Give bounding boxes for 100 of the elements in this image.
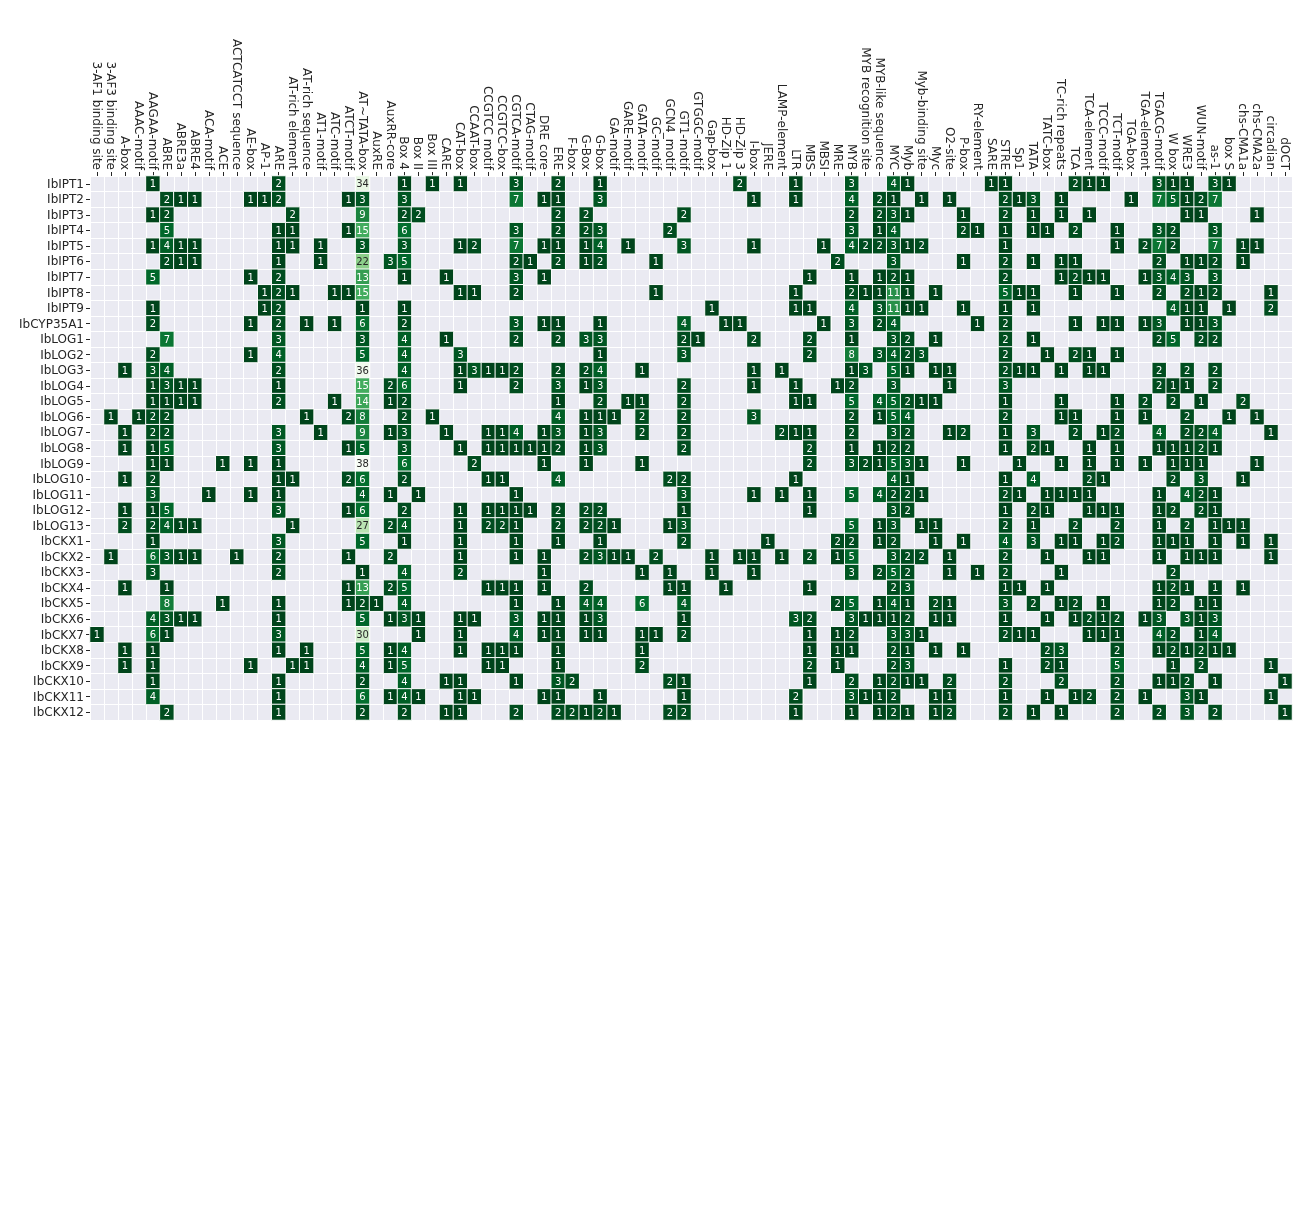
data-label: 2 [163,209,171,221]
data-label: 2 [890,582,897,594]
data-label: 3 [1030,535,1037,547]
x-tick-label: TCA-element [1082,92,1097,171]
x-tick-label: I-box [746,140,761,170]
data-label: 1 [387,691,394,703]
y-tick-label: IbCKX8 [40,643,84,658]
data-label: 2 [1183,411,1191,423]
data-label: 1 [289,473,296,485]
data-label: 2 [848,411,855,423]
data-label: 2 [960,426,967,438]
data-label: 2 [834,535,841,547]
data-label: 3 [1030,426,1037,438]
y-tick-label: IbIPT9 [47,301,84,316]
data-label: 1 [792,426,800,438]
x-tick-label: GARE-motif [621,100,636,171]
x-tick-label: chs-CMA1a [1236,103,1251,170]
data-label: 1 [610,706,618,718]
data-label: 3 [555,380,562,392]
data-label: 3 [848,178,855,190]
data-label: 3 [848,318,855,330]
data-label: 2 [1002,675,1009,687]
data-label: 2 [862,458,869,470]
data-label: 1 [666,582,674,594]
data-label: 1 [652,287,660,299]
data-label: 1 [275,240,282,252]
data-label: 1 [932,395,939,407]
data-label: 2 [890,535,897,547]
data-label: 1 [1100,597,1107,609]
data-label: 1 [1044,349,1051,361]
data-label: 2 [1114,675,1121,687]
data-label: 2 [680,473,688,485]
data-label: 1 [499,504,506,516]
data-label: 1 [1183,178,1191,190]
data-label: 2 [848,675,855,687]
data-label: 3 [904,629,911,641]
data-label: 2 [289,209,296,221]
data-label: 5 [890,364,897,376]
data-label: 1 [834,380,841,392]
data-label: 2 [1002,193,1009,205]
data-label: 2 [1072,426,1079,438]
x-tick-label: LTR [788,149,803,170]
data-label: 7 [1211,240,1219,252]
data-label: 4 [401,333,408,345]
data-label: 1 [610,551,618,563]
data-label: 2 [485,520,492,532]
x-tick-label: AAAC-motif [131,100,146,171]
data-label: 1 [513,551,520,563]
data-label: 1 [1239,535,1247,547]
y-tick-label: IbCKX2 [40,549,84,564]
data-label: 2 [275,566,282,578]
data-label: 4 [848,302,855,314]
data-label: 1 [736,318,744,330]
data-label: 1 [1156,504,1163,516]
data-label: 2 [680,380,688,392]
data-label: 2 [1002,629,1009,641]
x-tick-label: GTGGC-motif [690,91,705,171]
data-label: 1 [205,489,212,501]
data-label: 2 [1072,178,1079,190]
data-label: 2 [848,287,855,299]
data-label: 1 [834,660,841,672]
data-label: 1 [429,411,436,423]
y-tick-label: IbLOG1 [40,332,84,347]
data-label: 2 [149,426,157,438]
x-tick-label: chs-CMA2a [1250,103,1265,170]
data-label: 2 [918,551,925,563]
y-tick-label: IbLOG3 [40,363,84,378]
data-label: 1 [1002,613,1009,625]
data-label: 3 [1211,271,1219,283]
data-label: 1 [527,255,534,267]
data-label: 1 [932,364,939,376]
data-label: 1 [1002,473,1009,485]
data-label: 2 [1072,520,1079,532]
data-label: 1 [275,644,282,656]
data-label: 5 [163,442,171,454]
data-label: 2 [415,209,422,221]
x-tick-label: circadian [1264,115,1279,170]
data-label: 2 [1156,287,1163,299]
data-label: 2 [1114,691,1121,703]
data-label: 5 [848,395,855,407]
data-label: 2 [555,255,562,267]
data-label: 1 [946,551,953,563]
data-label: 2 [680,535,688,547]
data-label: 2 [792,691,800,703]
data-label: 1 [848,333,855,345]
x-tick-label: Box II [411,136,426,170]
data-label: 2 [1156,333,1163,345]
data-label: 3 [876,302,883,314]
data-label: 1 [1100,551,1107,563]
data-label: 1 [1239,520,1247,532]
data-label: 2 [1197,333,1205,345]
data-label: 1 [289,287,296,299]
y-tick-label: IbIPT8 [47,285,84,300]
data-label: 2 [1239,395,1247,407]
data-label: 1 [121,660,129,672]
data-label: 2 [1197,426,1205,438]
data-label: 1 [457,520,464,532]
data-label: 1 [1002,582,1009,594]
y-tick-label: IbCYP35A1 [18,316,84,331]
data-label: 1 [135,411,143,423]
